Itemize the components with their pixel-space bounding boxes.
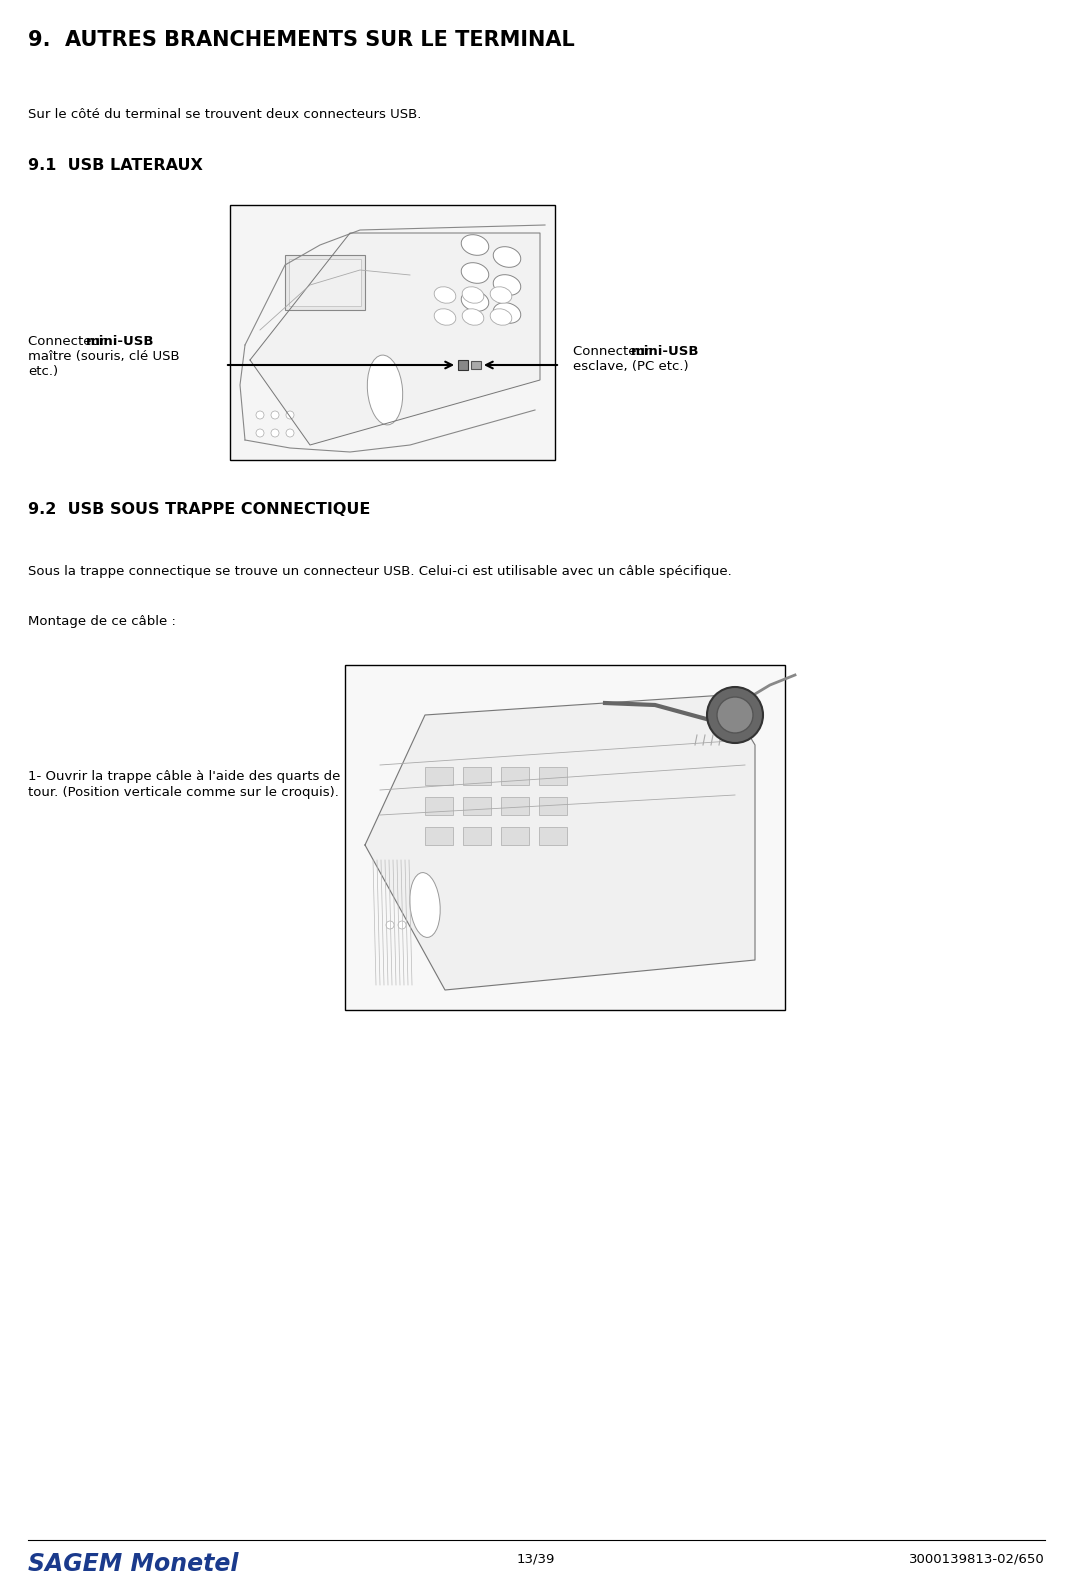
- Ellipse shape: [435, 287, 456, 303]
- Text: maître (souris, clé USB: maître (souris, clé USB: [28, 351, 179, 363]
- Ellipse shape: [494, 246, 520, 267]
- Ellipse shape: [462, 287, 484, 303]
- Bar: [464, 767, 491, 785]
- Text: 9.  AUTRES BRANCHEMENTS SUR LE TERMINAL: 9. AUTRES BRANCHEMENTS SUR LE TERMINAL: [28, 30, 575, 51]
- Ellipse shape: [462, 309, 484, 325]
- Text: 3000139813-02/650: 3000139813-02/650: [909, 1552, 1045, 1565]
- Text: Sous la trappe connectique se trouve un connecteur USB. Celui-ci est utilisable : Sous la trappe connectique se trouve un …: [28, 565, 732, 578]
- Bar: [425, 767, 453, 785]
- Bar: [425, 827, 453, 845]
- Circle shape: [256, 429, 264, 437]
- Polygon shape: [365, 695, 755, 990]
- Bar: [289, 259, 361, 306]
- Ellipse shape: [461, 235, 489, 256]
- Bar: [501, 827, 529, 845]
- Circle shape: [386, 921, 394, 928]
- Ellipse shape: [494, 275, 520, 295]
- Bar: [425, 797, 453, 815]
- Bar: [346, 665, 785, 1011]
- Circle shape: [717, 696, 753, 733]
- Bar: [539, 767, 567, 785]
- Text: esclave, (PC etc.): esclave, (PC etc.): [573, 360, 689, 373]
- Text: Connecteur: Connecteur: [573, 344, 655, 358]
- Bar: [458, 360, 468, 369]
- Text: 9.1  USB LATERAUX: 9.1 USB LATERAUX: [28, 158, 203, 174]
- Text: Sur le côté du terminal se trouvent deux connecteurs USB.: Sur le côté du terminal se trouvent deux…: [28, 107, 422, 122]
- Bar: [539, 797, 567, 815]
- Bar: [285, 254, 365, 309]
- Circle shape: [707, 687, 763, 744]
- Ellipse shape: [435, 309, 456, 325]
- Text: etc.): etc.): [28, 365, 58, 377]
- Text: 13/39: 13/39: [517, 1552, 555, 1565]
- Text: tour. (Position verticale comme sur le croquis).: tour. (Position verticale comme sur le c…: [28, 786, 339, 799]
- Text: mini-USB: mini-USB: [631, 344, 700, 358]
- Circle shape: [271, 411, 279, 418]
- Ellipse shape: [494, 303, 520, 324]
- Bar: [501, 797, 529, 815]
- Bar: [464, 827, 491, 845]
- Text: 1- Ouvrir la trappe câble à l'aide des quarts de: 1- Ouvrir la trappe câble à l'aide des q…: [28, 771, 340, 783]
- Text: mini-USB: mini-USB: [86, 335, 155, 347]
- Ellipse shape: [461, 262, 489, 283]
- Circle shape: [256, 411, 264, 418]
- Circle shape: [271, 429, 279, 437]
- Bar: [539, 827, 567, 845]
- Bar: [464, 797, 491, 815]
- Ellipse shape: [367, 355, 402, 425]
- Bar: [501, 767, 529, 785]
- Ellipse shape: [461, 291, 489, 311]
- Circle shape: [286, 411, 294, 418]
- Bar: [471, 362, 481, 369]
- Text: Connecteur: Connecteur: [28, 335, 109, 347]
- Bar: [230, 205, 555, 459]
- Text: Montage de ce câble :: Montage de ce câble :: [28, 614, 176, 628]
- Ellipse shape: [490, 287, 512, 303]
- Circle shape: [398, 921, 406, 928]
- Ellipse shape: [490, 309, 512, 325]
- Text: 9.2  USB SOUS TRAPPE CONNECTIQUE: 9.2 USB SOUS TRAPPE CONNECTIQUE: [28, 502, 370, 516]
- Circle shape: [286, 429, 294, 437]
- Text: SAGEM Monetel: SAGEM Monetel: [28, 1552, 238, 1576]
- Ellipse shape: [410, 873, 440, 938]
- Polygon shape: [250, 234, 540, 445]
